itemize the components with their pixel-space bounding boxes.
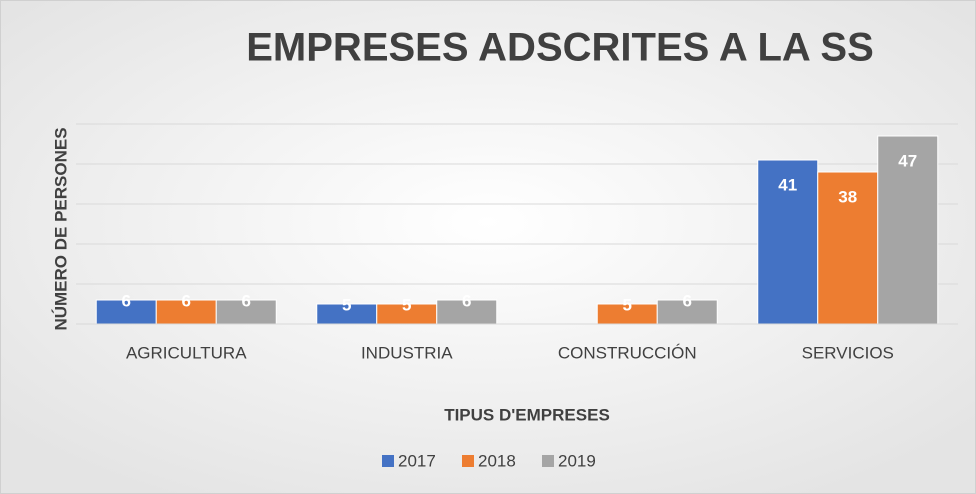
data-label: 41: [778, 175, 797, 194]
x-axis-label: TIPUS D'EMPRESES: [444, 405, 610, 424]
legend-label: 2018: [478, 451, 516, 470]
data-label: 5: [342, 295, 351, 314]
x-tick-label: AGRICULTURA: [126, 343, 247, 362]
data-label: 5: [623, 295, 632, 314]
legend-label: 2017: [398, 451, 436, 470]
chart-title: EMPRESES ADSCRITES A LA SS: [246, 26, 874, 70]
x-tick-label: INDUSTRIA: [361, 343, 453, 362]
data-label: 6: [242, 291, 251, 310]
x-tick-label: SERVICIOS: [802, 343, 894, 362]
data-label: 47: [898, 151, 917, 170]
y-axis-label: NÚMERO DE PERSONES: [51, 127, 70, 330]
legend-swatch: [462, 455, 474, 467]
legend-label: 2019: [558, 451, 596, 470]
bar: [817, 171, 879, 325]
legend-swatch: [542, 455, 554, 467]
data-label: 5: [402, 295, 411, 314]
data-label: 6: [122, 291, 131, 310]
bar: [757, 159, 819, 325]
data-label: 38: [838, 187, 857, 206]
data-label: 6: [683, 291, 692, 310]
legend-swatch: [382, 455, 394, 467]
data-label: 6: [182, 291, 191, 310]
x-tick-label: CONSTRUCCIÓN: [558, 343, 697, 362]
bar: [877, 135, 939, 325]
data-label: 6: [462, 291, 471, 310]
